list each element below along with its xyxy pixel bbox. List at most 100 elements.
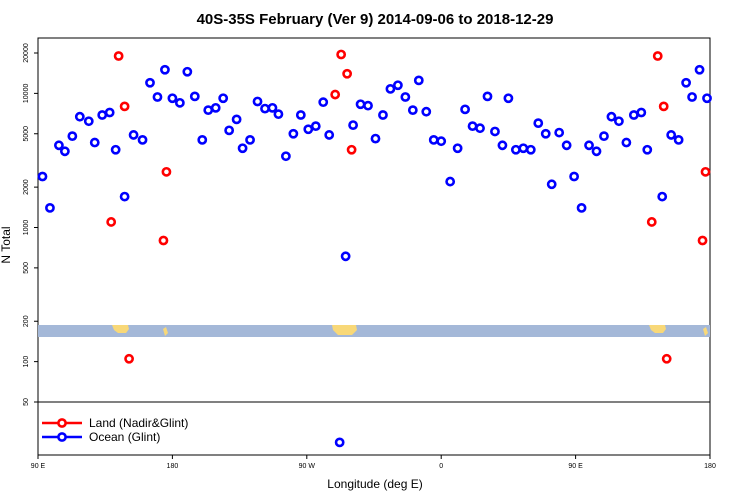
land-patch bbox=[703, 327, 708, 336]
ocean-point bbox=[687, 92, 697, 102]
ocean-point bbox=[174, 97, 185, 108]
ocean-point bbox=[363, 100, 373, 111]
ocean-point bbox=[591, 146, 602, 157]
data-points bbox=[37, 49, 712, 448]
ocean-point bbox=[273, 109, 284, 120]
y-tick-label: 100 bbox=[23, 356, 30, 368]
ocean-point bbox=[119, 191, 130, 202]
land-point bbox=[658, 101, 669, 112]
ocean-band bbox=[38, 325, 710, 337]
ocean-point bbox=[74, 111, 85, 122]
land-point bbox=[113, 51, 124, 61]
ocean-point bbox=[606, 111, 617, 122]
ocean-point bbox=[110, 144, 121, 155]
ocean-point bbox=[152, 92, 163, 102]
land-patch bbox=[163, 327, 168, 336]
ocean-point bbox=[189, 91, 200, 102]
ocean-point bbox=[452, 143, 463, 154]
legend: Land (Nadir&Glint)Ocean (Glint) bbox=[42, 416, 188, 444]
ocean-point bbox=[67, 131, 78, 142]
ocean-point bbox=[636, 107, 647, 118]
ocean-point bbox=[210, 102, 221, 113]
ocean-point bbox=[503, 93, 514, 104]
land-point bbox=[158, 235, 169, 246]
land-point bbox=[697, 235, 708, 246]
y-tick-label: 20000 bbox=[23, 43, 30, 63]
ocean-point bbox=[231, 114, 242, 125]
ocean-point bbox=[37, 171, 48, 182]
ocean-point bbox=[310, 121, 321, 132]
ocean-point bbox=[324, 130, 335, 140]
x-tick-label: 180 bbox=[704, 463, 716, 470]
ocean-point bbox=[694, 64, 705, 75]
ocean-point bbox=[182, 66, 193, 77]
ocean-point bbox=[54, 140, 64, 151]
y-tick-label: 50 bbox=[23, 398, 30, 406]
ocean-point bbox=[407, 105, 418, 116]
ocean-point bbox=[584, 140, 594, 151]
land-point bbox=[346, 144, 357, 155]
ocean-point bbox=[89, 137, 100, 148]
ocean-point bbox=[546, 179, 557, 190]
land-point bbox=[124, 353, 134, 364]
ocean-point bbox=[45, 203, 55, 213]
ocean-point bbox=[482, 91, 493, 102]
ocean-point bbox=[288, 128, 299, 139]
land-point bbox=[700, 166, 711, 177]
y-tick-label: 10000 bbox=[23, 84, 30, 104]
ocean-point bbox=[400, 92, 411, 102]
y-axis: 50 100 200 500 1000 2000 5000 10000 20000 bbox=[23, 43, 38, 406]
y-tick-label: 200 bbox=[23, 315, 30, 327]
land-point bbox=[330, 89, 341, 100]
ocean-point bbox=[280, 151, 291, 162]
x-axis: 90 E 180 90 W 0 90 E 180 bbox=[31, 455, 716, 470]
ocean-point bbox=[145, 77, 155, 88]
ocean-point bbox=[413, 75, 424, 86]
x-tick-label: 90 E bbox=[568, 463, 583, 470]
ocean-point bbox=[673, 134, 684, 145]
ocean-point bbox=[614, 116, 624, 127]
ocean-point bbox=[167, 93, 178, 104]
ocean-point bbox=[436, 136, 447, 147]
x-tick-label: 90 E bbox=[31, 463, 46, 470]
ocean-point bbox=[104, 107, 115, 118]
ocean-point bbox=[318, 97, 329, 108]
ocean-point bbox=[421, 106, 432, 117]
ocean-point bbox=[203, 105, 214, 116]
land-point bbox=[106, 217, 117, 227]
ocean-point bbox=[576, 203, 587, 213]
ocean-point bbox=[334, 437, 345, 448]
ocean-point bbox=[490, 126, 500, 137]
land-patch bbox=[649, 325, 666, 333]
ocean-point bbox=[497, 140, 508, 151]
ocean-point bbox=[525, 144, 536, 155]
ocean-point bbox=[561, 140, 572, 151]
ocean-point bbox=[475, 123, 485, 134]
x-tick-label: 90 W bbox=[299, 463, 316, 470]
land-patch bbox=[332, 325, 357, 335]
land-point bbox=[119, 101, 130, 112]
ocean-point bbox=[628, 110, 639, 120]
ocean-point bbox=[218, 93, 229, 104]
ocean-point bbox=[621, 137, 632, 148]
ocean-point bbox=[137, 134, 148, 145]
ocean-point bbox=[355, 99, 366, 110]
ocean-point bbox=[237, 143, 248, 154]
ocean-point bbox=[467, 121, 478, 132]
ocean-point bbox=[267, 102, 278, 113]
legend-label: Ocean (Glint) bbox=[89, 430, 160, 444]
ocean-point bbox=[348, 120, 358, 131]
ocean-point bbox=[224, 125, 235, 136]
ocean-point bbox=[642, 144, 653, 155]
ocean-point bbox=[370, 133, 381, 144]
ocean-point bbox=[83, 116, 94, 127]
ocean-point bbox=[128, 130, 139, 140]
ocean-point bbox=[666, 130, 677, 140]
ocean-point bbox=[378, 110, 388, 120]
ocean-point bbox=[445, 176, 456, 187]
ocean-point bbox=[252, 96, 263, 107]
y-tick-label: 5000 bbox=[23, 126, 30, 142]
ocean-point bbox=[385, 83, 396, 94]
ocean-point bbox=[681, 77, 692, 88]
